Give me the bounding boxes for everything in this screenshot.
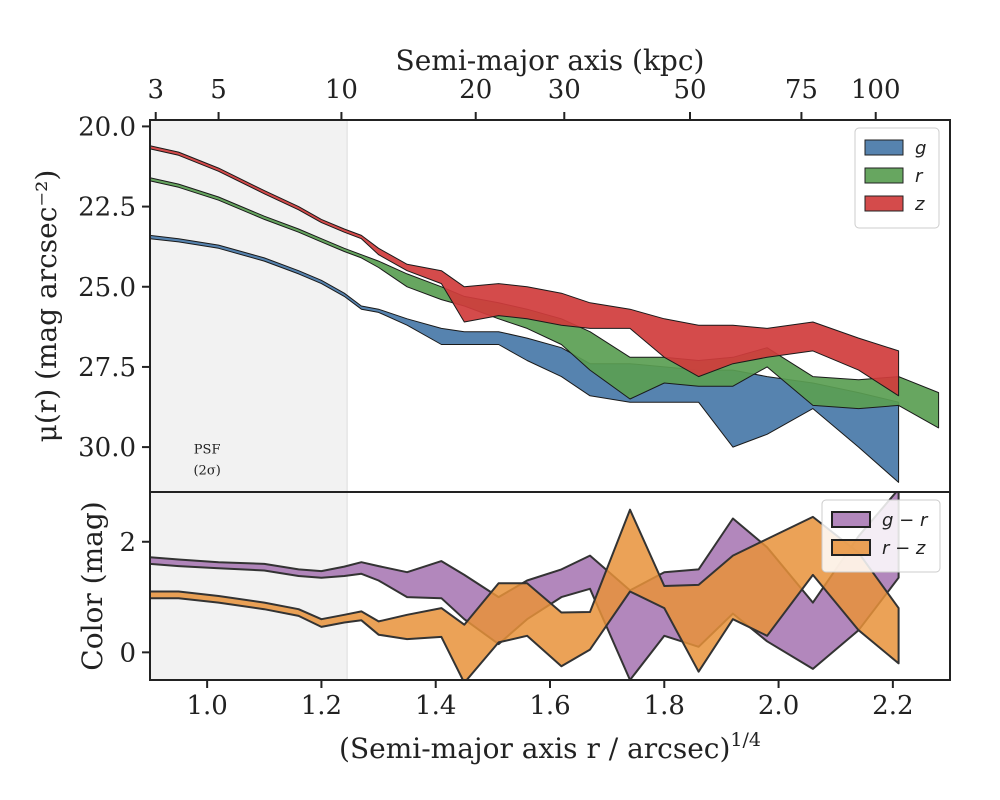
top-panel: PSF (2σ) 20.0 22.5 25.0 27.5 30.0 3 5 10 20 30 50… <box>30 44 951 493</box>
legend-swatch <box>831 539 871 556</box>
psf-sigma-label: (2σ) <box>193 463 220 478</box>
series-band-surface-brightness-2 <box>150 145 900 397</box>
y-tick-label: 20.0 <box>78 112 136 142</box>
psf-shaded-region-color <box>150 492 348 680</box>
x-tick-label: 1.0 <box>186 691 227 721</box>
x-tick-label: 1.2 <box>301 691 342 721</box>
kpc-tick-label: 100 <box>851 75 901 105</box>
x-tick-label: 1.4 <box>415 691 456 721</box>
legend-label: r − z <box>882 538 926 559</box>
x-tick-label: 2.0 <box>758 691 799 721</box>
kpc-tick-label: 10 <box>325 75 358 105</box>
psf-label: PSF <box>194 443 221 458</box>
legend-swatch <box>864 195 904 212</box>
x-axis-label-main: (Semi-major axis r / arcsec) <box>339 732 730 765</box>
kpc-tick-label: 5 <box>210 75 227 105</box>
legend-label: g − r <box>882 510 929 531</box>
bottom-y-axis-label: Color (mag) <box>76 501 109 670</box>
top-y-axis-label: μ(r) (mag arcsec⁻²) <box>30 170 63 443</box>
y-tick-label: 22.5 <box>78 193 136 223</box>
bottom-legend: g − r r − z <box>821 499 941 573</box>
series-band-surface-brightness-1 <box>150 177 940 429</box>
top-legend: grz <box>854 127 940 229</box>
legend-label: g <box>915 138 926 159</box>
psf-shaded-region <box>150 120 348 492</box>
bottom-series-areas <box>150 492 900 680</box>
legend-swatch <box>864 167 904 184</box>
x-axis-label-exponent: 1/4 <box>730 729 761 751</box>
top-kpc-axis: 3 5 10 20 30 50 75 100 <box>147 75 901 120</box>
x-axis-label: (Semi-major axis r / arcsec)1/4 <box>339 729 761 765</box>
legend-swatch <box>864 139 904 156</box>
kpc-tick-label: 3 <box>147 75 164 105</box>
series-band-surface-brightness-0 <box>150 234 900 483</box>
bottom-y-axis: 02 <box>119 528 150 668</box>
color-y-tick-label: 0 <box>119 638 136 668</box>
color-y-tick-label: 2 <box>119 528 136 558</box>
y-tick-label: 25.0 <box>78 273 136 303</box>
series-band-color-1 <box>150 508 900 680</box>
kpc-tick-label: 50 <box>673 75 706 105</box>
top-axis-title: Semi-major axis (kpc) <box>396 44 705 77</box>
kpc-tick-label: 75 <box>785 75 818 105</box>
legend-label: z <box>914 194 925 215</box>
top-series-areas <box>150 145 940 483</box>
bottom-panel: 02 1.0 1.2 1.4 1.6 1.8 2.0 2.2 Color (mag) (Se… <box>76 491 951 765</box>
kpc-tick-label: 20 <box>459 75 492 105</box>
x-tick-label: 1.6 <box>529 691 570 721</box>
x-tick-label: 1.8 <box>644 691 685 721</box>
legend-label: r <box>915 166 924 187</box>
kpc-tick-label: 30 <box>548 75 581 105</box>
y-tick-label: 27.5 <box>78 353 136 383</box>
bottom-x-axis: 1.0 1.2 1.4 1.6 1.8 2.0 2.2 <box>186 680 914 721</box>
y-tick-label: 30.0 <box>78 433 136 463</box>
legend-swatch <box>831 511 871 528</box>
top-y-axis: 20.0 22.5 25.0 27.5 30.0 <box>78 112 150 463</box>
x-tick-label: 2.2 <box>872 691 913 721</box>
